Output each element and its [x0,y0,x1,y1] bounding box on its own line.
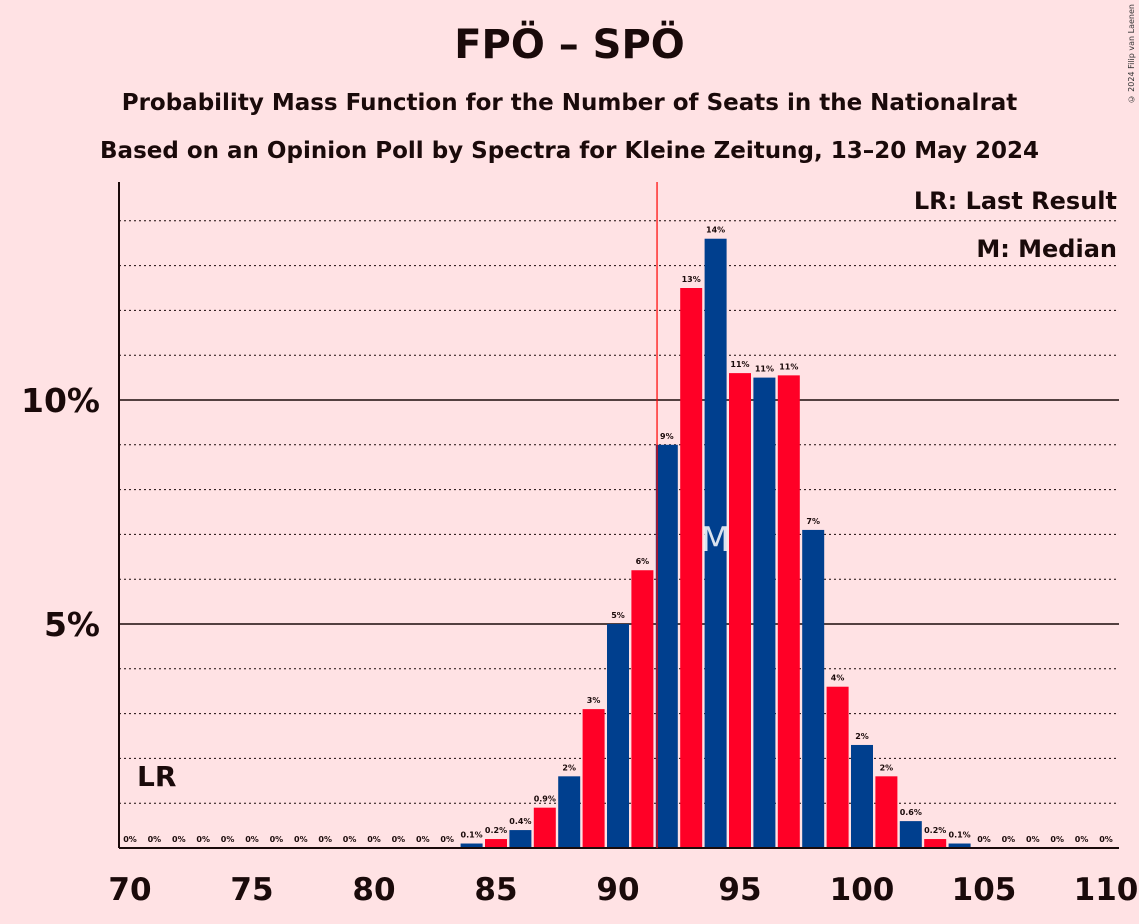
bar-seat-92 [655,444,678,848]
data-label-seat-102: 0.6% [900,808,922,817]
bar-seat-86 [509,830,532,848]
data-label-seat-101: 2% [880,763,894,772]
chart-subtitle-2: Based on an Opinion Poll by Spectra for … [100,138,1039,164]
data-label-seat-75: 0% [245,835,259,844]
bar-seat-104 [948,843,971,848]
data-label-seat-105: 0% [977,835,991,844]
x-tick-label: 70 [108,872,151,908]
bar-seat-102 [899,821,922,848]
data-label-seat-86: 0.4% [509,817,531,826]
bar-seat-101 [875,776,898,848]
bar-seat-90 [607,624,629,848]
data-label-seat-96: 11% [755,365,774,374]
bar-seat-99 [826,686,849,848]
median-marker: M [701,520,730,560]
data-label-seat-110: 0% [1099,835,1113,844]
chart-subtitle-1: Probability Mass Function for the Number… [121,90,1018,116]
data-label-seat-74: 0% [221,835,235,844]
y-tick-label: 5% [44,605,100,644]
data-label-seat-95: 11% [730,360,749,369]
bar-seat-97 [777,375,800,848]
data-label-seat-99: 4% [831,674,845,683]
bar-seat-87 [533,807,556,848]
bar-seat-84 [460,843,483,848]
x-tick-label: 85 [474,872,517,908]
data-label-seat-85: 0.2% [485,826,507,835]
x-tick-label: 100 [830,872,895,908]
bar-seat-96 [753,377,776,848]
data-label-seat-104: 0.1% [949,831,971,840]
data-label-seat-90: 5% [611,611,625,620]
bar-seat-91 [631,570,654,848]
bar-seat-89 [582,709,605,848]
x-tick-label: 90 [596,872,639,908]
bar-seat-100 [851,744,873,848]
bar-seat-85 [485,839,507,848]
data-label-seat-73: 0% [196,835,210,844]
data-label-seat-80: 0% [367,835,381,844]
x-tick-label: 95 [718,872,761,908]
chart-title: FPÖ – SPÖ [454,22,685,68]
data-label-seat-70: 0% [123,835,137,844]
y-tick-label: 10% [21,381,100,420]
last-result-marker: LR [137,760,176,793]
data-label-seat-72: 0% [172,835,186,844]
data-label-seat-78: 0% [318,835,332,844]
data-label-seat-79: 0% [343,835,357,844]
data-label-seat-76: 0% [270,835,284,844]
bar-seat-93 [680,288,703,848]
data-label-seat-108: 0% [1050,835,1064,844]
data-label-seat-94: 14% [706,226,725,235]
data-label-seat-77: 0% [294,835,308,844]
data-label-seat-91: 6% [636,557,650,566]
data-label-seat-109: 0% [1075,835,1089,844]
data-label-seat-81: 0% [392,835,406,844]
bar-seat-98 [802,529,825,848]
data-label-seat-100: 2% [855,732,869,741]
data-label-seat-84: 0.1% [461,831,483,840]
bar-seat-94 [704,238,727,849]
data-label-seat-97: 11% [779,362,798,371]
data-label-seat-98: 7% [806,517,820,526]
bar-seat-103 [924,839,947,848]
x-tick-label: 80 [352,872,395,908]
data-label-seat-71: 0% [148,835,162,844]
data-label-seat-82: 0% [416,835,430,844]
data-label-seat-89: 3% [587,696,601,705]
data-label-seat-103: 0.2% [924,826,946,835]
data-label-seat-87: 0.9% [534,795,556,804]
legend-entry: LR: Last Result [914,187,1117,215]
bar-seat-95 [729,373,751,848]
x-tick-label: 75 [230,872,273,908]
data-label-seat-92: 9% [660,432,674,441]
data-label-seat-106: 0% [1002,835,1016,844]
bar-seat-88 [558,776,581,848]
x-tick-label: 105 [952,872,1017,908]
data-label-seat-93: 13% [682,275,701,284]
legend-entry: M: Median [976,235,1117,263]
data-label-seat-107: 0% [1026,835,1040,844]
data-label-seat-83: 0% [440,835,454,844]
x-tick-label: 110 [1074,872,1139,908]
data-label-seat-88: 2% [562,763,576,772]
